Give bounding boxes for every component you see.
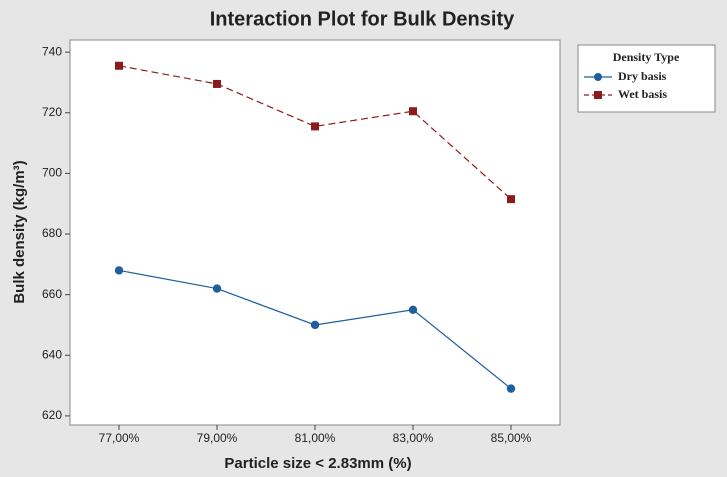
marker (506, 384, 516, 393)
marker (310, 320, 320, 330)
y-tick-label: 620 (42, 408, 62, 422)
x-tick-label: 85,00% (491, 431, 532, 445)
marker (311, 122, 319, 131)
y-tick-label: 740 (42, 44, 62, 58)
x-tick-label: 81,00% (295, 431, 336, 445)
marker (115, 61, 123, 70)
legend-label: Wet basis (618, 87, 667, 101)
plot-area (69, 39, 561, 426)
legend-label: Dry basis (618, 69, 667, 83)
legend-title: Density Type (613, 50, 680, 64)
legend-marker (594, 91, 602, 99)
marker (507, 195, 515, 204)
marker (409, 107, 417, 116)
y-axis-label: Bulk density (kg/m³) (11, 160, 28, 303)
chart-title: Interaction Plot for Bulk Density (210, 8, 515, 30)
y-tick-label: 700 (42, 166, 62, 180)
marker (114, 266, 124, 275)
y-tick-label: 660 (42, 287, 62, 301)
marker (212, 284, 222, 293)
marker (408, 305, 418, 315)
x-axis-label: Particle size < 2.83mm (%) (224, 455, 411, 472)
y-tick-label: 720 (42, 105, 62, 119)
x-tick-label: 83,00% (393, 431, 434, 445)
legend-marker (594, 73, 602, 81)
marker (213, 79, 221, 88)
x-tick-label: 77,00% (99, 431, 140, 445)
y-tick-label: 680 (42, 226, 62, 240)
y-tick-label: 640 (42, 347, 62, 361)
series-line (118, 65, 512, 200)
x-tick-label: 79,00% (197, 431, 238, 445)
